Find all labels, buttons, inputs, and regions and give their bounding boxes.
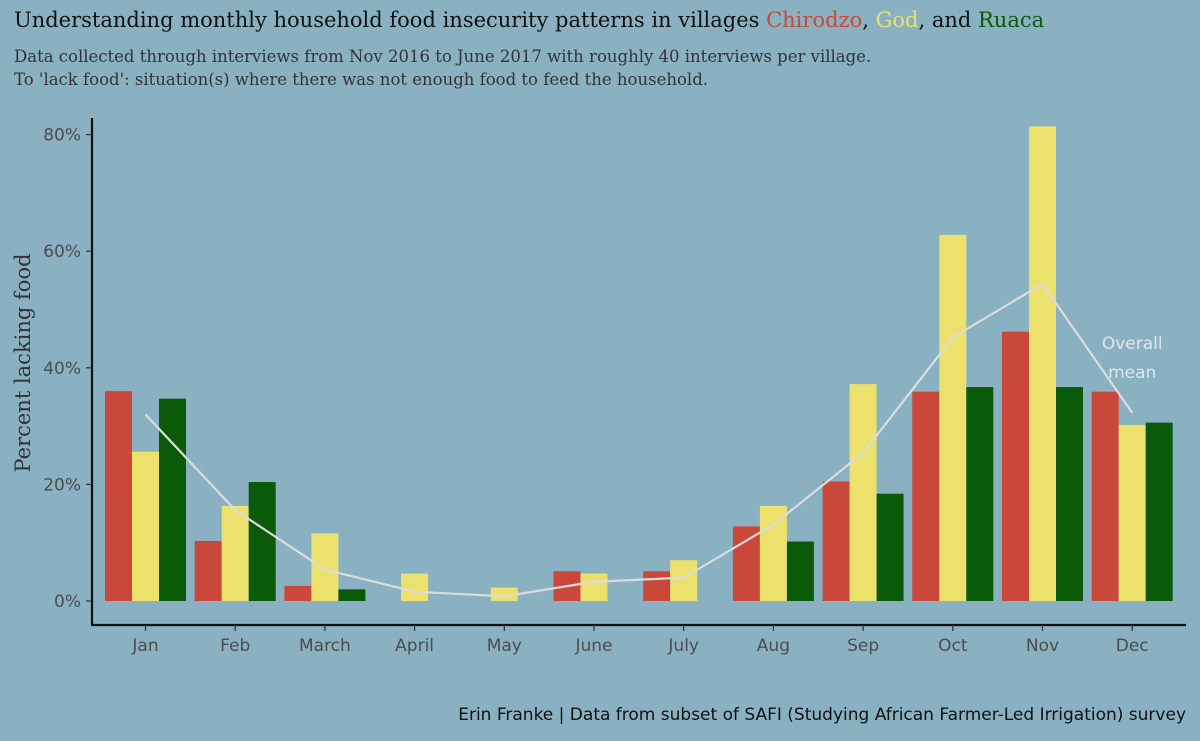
y-tick-label: 40% xyxy=(43,359,81,379)
x-tick-label: May xyxy=(487,636,522,656)
bar-god-march xyxy=(311,533,339,601)
y-axis-ticks: 0% 20% 40% 60% 80% xyxy=(43,126,92,612)
bar-god-april xyxy=(401,573,429,601)
bar-god-dec xyxy=(1118,424,1146,601)
chart-title: Understanding monthly household food ins… xyxy=(14,8,1044,32)
bar-ruaca-sep xyxy=(876,493,904,601)
x-tick-label: Aug xyxy=(757,636,790,656)
bar-chirodzo-dec xyxy=(1091,391,1119,601)
bar-chirodzo-nov xyxy=(1002,331,1029,601)
y-tick-label: 0% xyxy=(54,592,81,612)
x-tick-label: Dec xyxy=(1116,636,1149,656)
bar-god-jan xyxy=(132,451,159,601)
bar-chirodzo-march xyxy=(284,585,312,601)
x-tick-label: June xyxy=(574,636,612,656)
bar-ruaca-nov xyxy=(1056,387,1083,601)
bar-god-july xyxy=(670,560,698,601)
y-tick-label: 80% xyxy=(43,126,81,146)
bar-god-june xyxy=(580,573,608,601)
title-prefix: Understanding monthly household food ins… xyxy=(14,8,766,32)
x-tick-label: March xyxy=(299,636,351,656)
bar-god-aug xyxy=(759,505,787,601)
bar-ruaca-march xyxy=(338,589,366,601)
bar-ruaca-oct xyxy=(966,387,994,601)
chart-caption: Erin Franke | Data from subset of SAFI (… xyxy=(458,705,1186,725)
x-tick-label: Nov xyxy=(1026,636,1059,656)
x-tick-label: Sep xyxy=(847,636,879,656)
overall-mean-line xyxy=(144,282,1134,598)
bar-chirodzo-oct xyxy=(912,391,940,601)
chart-subtitle-line-1: Data collected through interviews from N… xyxy=(14,47,871,66)
x-tick-label: April xyxy=(395,636,434,656)
bar-god-may xyxy=(490,587,518,601)
bar-ruaca-feb xyxy=(248,482,276,601)
bar-god-nov xyxy=(1029,126,1056,602)
x-tick-label: Feb xyxy=(220,636,250,656)
title-village-god: God xyxy=(876,8,919,32)
bar-chirodzo-july xyxy=(643,571,671,601)
bar-chirodzo-sep xyxy=(822,481,850,601)
overall-mean-layer: Overall mean xyxy=(144,282,1163,598)
title-separator: , and xyxy=(918,8,978,32)
bar-chirodzo-aug xyxy=(732,526,760,601)
y-tick-label: 20% xyxy=(43,475,81,495)
bar-god-sep xyxy=(849,384,877,601)
y-tick-label: 60% xyxy=(43,242,81,262)
bar-chirodzo-feb xyxy=(194,540,222,601)
title-separator: , xyxy=(862,8,875,32)
x-tick-label: July xyxy=(667,636,699,656)
overall-mean-annotation: Overall xyxy=(1102,334,1163,354)
x-axis-ticks: Jan Feb March April May June July Aug Sep Oct Nov D… xyxy=(131,625,1149,656)
bar-god-oct xyxy=(939,234,967,601)
title-village-chirodzo: Chirodzo xyxy=(766,8,862,32)
y-axis-label: Percent lacking food xyxy=(11,253,35,472)
axes xyxy=(90,118,1186,627)
bar-ruaca-dec xyxy=(1145,422,1173,601)
bar-ruaca-aug xyxy=(786,541,814,601)
bar-god-feb xyxy=(221,505,249,601)
bar-chirodzo-jan xyxy=(105,391,132,601)
x-tick-label: Oct xyxy=(938,636,968,656)
x-tick-label: Jan xyxy=(131,636,158,656)
bar-ruaca-jan xyxy=(159,398,186,601)
title-village-ruaca: Ruaca xyxy=(978,8,1044,32)
overall-mean-annotation: mean xyxy=(1108,363,1156,383)
chart-subtitle-line-2: To 'lack food': situation(s) where there… xyxy=(14,70,708,89)
